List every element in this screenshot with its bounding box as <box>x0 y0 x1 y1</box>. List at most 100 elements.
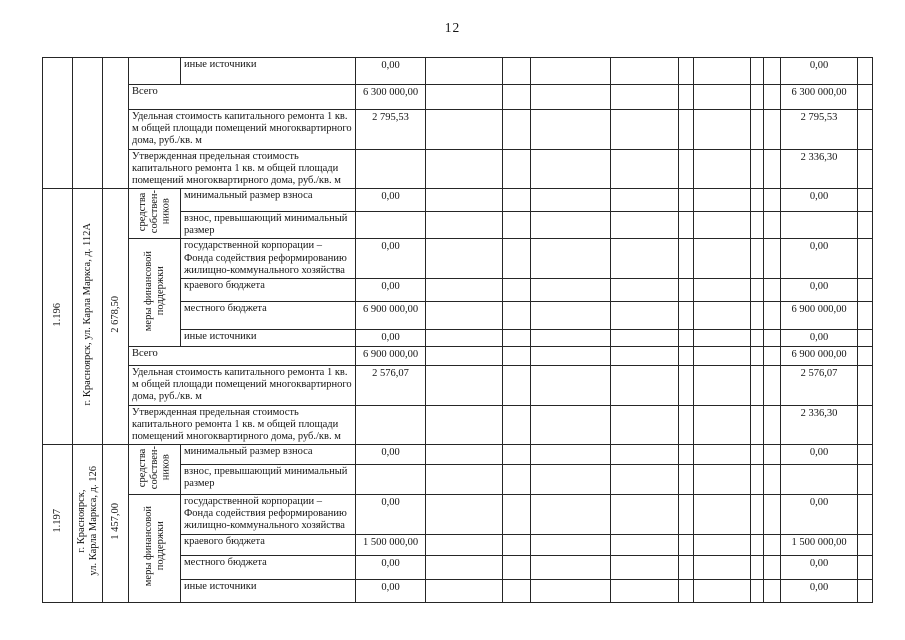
empty-cell <box>530 148 611 190</box>
empty-cell <box>610 328 679 348</box>
value-col2: 0,00 <box>780 57 858 85</box>
empty-cell <box>678 188 694 213</box>
empty-cell <box>750 148 764 190</box>
empty-cell <box>693 211 751 240</box>
empty-cell <box>530 300 611 330</box>
group-area-cell: 2 678,50 <box>102 188 129 446</box>
empty-cell <box>530 404 611 446</box>
empty-cell <box>530 578 611 603</box>
empty-cell <box>750 328 764 348</box>
empty-cell <box>502 494 531 535</box>
empty-cell <box>610 464 679 496</box>
empty-cell <box>425 464 503 496</box>
group-address: г. Красноярск, ул. Карла Маркса, д. 112А <box>81 223 93 406</box>
group-address-cell <box>72 56 103 190</box>
category-cell <box>128 57 181 85</box>
empty-cell <box>678 109 694 150</box>
empty-cell <box>857 84 873 110</box>
value-col1: 0,00 <box>355 578 426 603</box>
value-col2: 2 336,30 <box>780 404 858 446</box>
empty-cell <box>610 404 679 446</box>
value-col1 <box>355 464 426 496</box>
row-label-approved-limit-cost: Утвержденная предельная стоимость капита… <box>128 404 356 446</box>
empty-cell <box>750 464 764 496</box>
empty-cell <box>610 444 679 466</box>
empty-cell <box>857 554 873 580</box>
value-col1 <box>355 211 426 240</box>
empty-cell <box>678 365 694 406</box>
empty-cell <box>857 346 873 367</box>
capital-repair-table: иные источники 0,00 0,00 Всего 6 300 000… <box>42 56 873 603</box>
empty-cell <box>610 365 679 406</box>
value-col1: 2 576,07 <box>355 365 426 406</box>
row-label-fund-support: государственной корпорации – Фонда содей… <box>180 494 356 535</box>
empty-cell <box>763 57 781 85</box>
empty-cell <box>610 277 679 302</box>
value-col1: 6 300 000,00 <box>355 84 426 110</box>
empty-cell <box>857 238 873 279</box>
empty-cell <box>750 57 764 85</box>
empty-cell <box>678 148 694 190</box>
value-col1: 6 900 000,00 <box>355 346 426 367</box>
empty-cell <box>530 444 611 466</box>
empty-cell <box>425 57 503 85</box>
empty-cell <box>502 346 531 367</box>
empty-cell <box>857 444 873 466</box>
value-col1: 1 500 000,00 <box>355 533 426 556</box>
row-label-min-contribution: минимальный размер взноса <box>180 188 356 213</box>
empty-cell <box>750 109 764 150</box>
table-row: местного бюджета 6 900 000,00 6 900 000,… <box>43 300 873 330</box>
empty-cell <box>763 277 781 302</box>
empty-cell <box>763 494 781 535</box>
empty-cell <box>502 365 531 406</box>
empty-cell <box>763 84 781 110</box>
value-col1: 0,00 <box>355 188 426 213</box>
empty-cell <box>425 365 503 406</box>
empty-cell <box>530 494 611 535</box>
empty-cell <box>678 277 694 302</box>
empty-cell <box>425 578 503 603</box>
empty-cell <box>693 578 751 603</box>
empty-cell <box>502 188 531 213</box>
row-label-fund-support: государственной корпорации – Фонда содей… <box>180 238 356 279</box>
empty-cell <box>502 554 531 580</box>
empty-cell <box>610 238 679 279</box>
empty-cell <box>530 277 611 302</box>
category-owners-funds: средства собствен- ников <box>128 188 181 240</box>
empty-cell <box>857 188 873 213</box>
empty-cell <box>610 84 679 110</box>
empty-cell <box>693 554 751 580</box>
empty-cell <box>610 346 679 367</box>
empty-cell <box>678 328 694 348</box>
empty-cell <box>763 211 781 240</box>
empty-cell <box>763 346 781 367</box>
row-label-over-min-contribution: взнос, превышающий минимальный размер <box>180 211 356 240</box>
empty-cell <box>750 346 764 367</box>
category-owners-funds: средства собствен- ников <box>128 444 181 496</box>
empty-cell <box>678 84 694 110</box>
empty-cell <box>763 464 781 496</box>
empty-cell <box>610 300 679 330</box>
empty-cell <box>425 238 503 279</box>
empty-cell <box>857 533 873 556</box>
empty-cell <box>502 464 531 496</box>
empty-cell <box>678 444 694 466</box>
value-col2: 0,00 <box>780 494 858 535</box>
empty-cell <box>678 533 694 556</box>
table-row: краевого бюджета 1 500 000,00 1 500 000,… <box>43 533 873 556</box>
empty-cell <box>693 444 751 466</box>
empty-cell <box>678 238 694 279</box>
empty-cell <box>678 494 694 535</box>
empty-cell <box>693 238 751 279</box>
value-col1: 0,00 <box>355 494 426 535</box>
row-label-total: Всего <box>128 346 356 367</box>
empty-cell <box>763 554 781 580</box>
value-col2: 0,00 <box>780 578 858 603</box>
table-row: иные источники 0,00 0,00 <box>43 578 873 603</box>
empty-cell <box>750 554 764 580</box>
empty-cell <box>502 57 531 85</box>
empty-cell <box>857 211 873 240</box>
empty-cell <box>763 328 781 348</box>
empty-cell <box>857 365 873 406</box>
empty-cell <box>425 554 503 580</box>
